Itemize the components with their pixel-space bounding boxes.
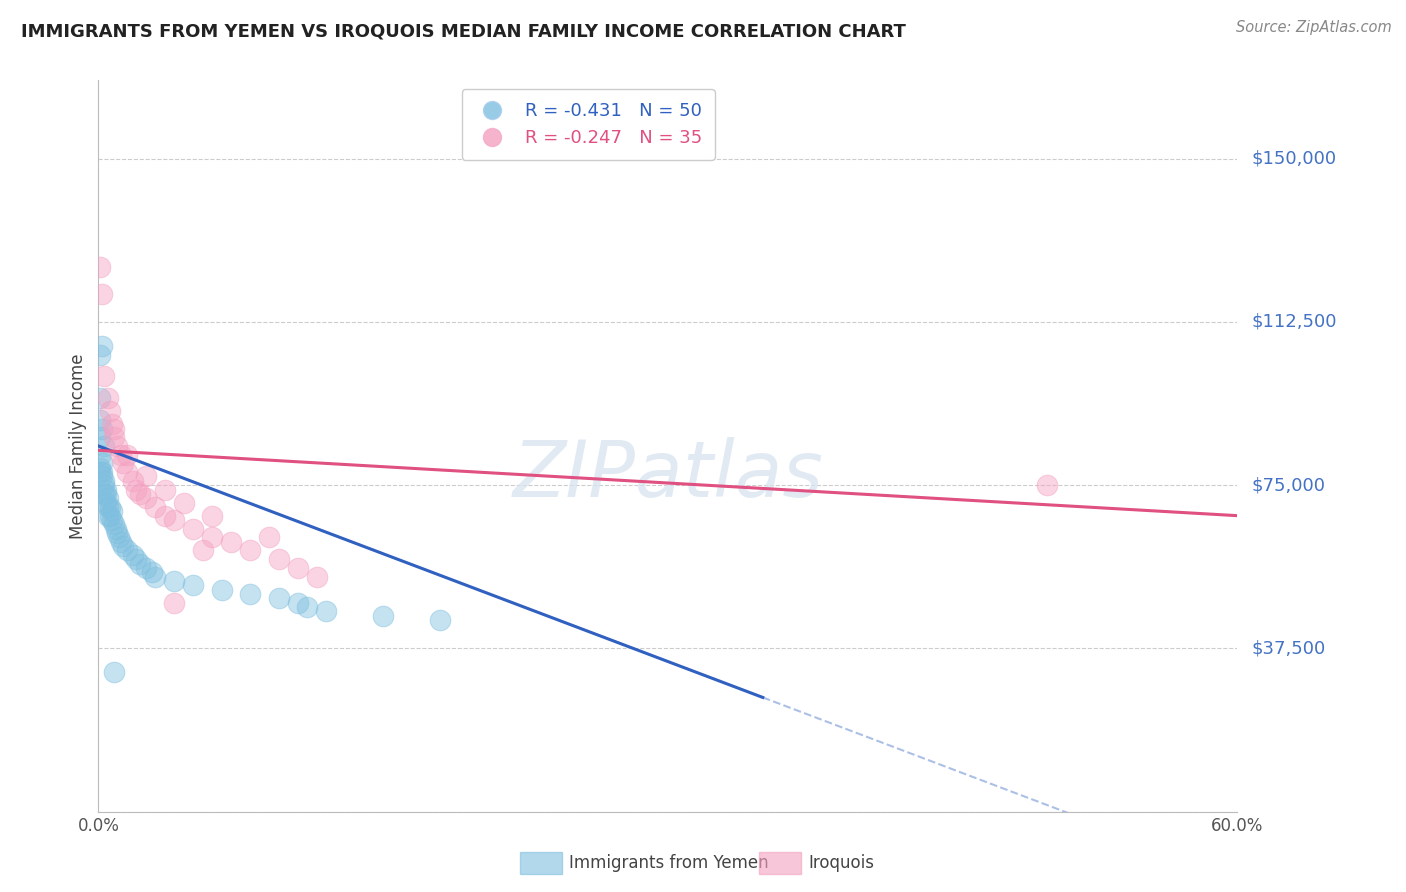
Point [98, 404, 121, 418]
Point [191, 543, 214, 558]
Point [89, 391, 111, 405]
Point [287, 561, 309, 575]
Point [91, 469, 114, 483]
Point [163, 513, 186, 527]
Point [97, 391, 120, 405]
Point [104, 522, 127, 536]
Point [129, 487, 152, 501]
Point [267, 591, 290, 606]
Text: IMMIGRANTS FROM YEMEN VS IROQUOIS MEDIAN FAMILY INCOME CORRELATION CHART: IMMIGRANTS FROM YEMEN VS IROQUOIS MEDIAN… [21, 22, 905, 40]
Point [135, 561, 157, 575]
Point [89, 465, 111, 479]
Point [125, 483, 148, 497]
Text: $112,500: $112,500 [1251, 313, 1337, 331]
Point [429, 613, 451, 627]
Point [94, 483, 117, 497]
Point [201, 530, 224, 544]
Point [129, 557, 152, 571]
Point [103, 430, 125, 444]
Point [107, 439, 129, 453]
Point [305, 569, 328, 583]
Point [89, 430, 111, 444]
Point [112, 539, 135, 553]
Point [173, 495, 195, 509]
Text: Iroquois: Iroquois [808, 854, 875, 872]
Y-axis label: Median Family Income: Median Family Income [69, 353, 87, 539]
Point [97, 508, 120, 523]
Point [93, 478, 115, 492]
Point [89, 460, 111, 475]
Point [121, 548, 143, 562]
Point [153, 483, 176, 497]
Point [287, 596, 309, 610]
Text: $75,000: $75,000 [1251, 476, 1326, 494]
Point [91, 457, 114, 471]
Point [201, 508, 224, 523]
Point [93, 439, 115, 453]
Point [315, 604, 337, 618]
Point [267, 552, 290, 566]
Point [98, 508, 121, 523]
Point [259, 530, 281, 544]
Point [91, 421, 114, 435]
Point [115, 448, 138, 462]
Point [103, 421, 125, 435]
Legend: R = -0.431   N = 50, R = -0.247   N = 35: R = -0.431 N = 50, R = -0.247 N = 35 [461, 89, 714, 160]
Point [93, 487, 115, 501]
Point [89, 448, 111, 462]
Point [239, 543, 262, 558]
Point [135, 491, 157, 506]
Point [89, 413, 111, 427]
Point [94, 487, 117, 501]
Point [135, 469, 157, 483]
Point [93, 369, 115, 384]
Point [93, 474, 115, 488]
Point [125, 552, 148, 566]
Text: Immigrants from Yemen: Immigrants from Yemen [569, 854, 769, 872]
Text: $150,000: $150,000 [1251, 150, 1336, 168]
Point [1036, 478, 1059, 492]
Point [115, 465, 138, 479]
Point [183, 578, 205, 592]
Point [100, 417, 122, 432]
Point [100, 504, 122, 518]
Point [91, 286, 114, 301]
Point [91, 465, 114, 479]
Point [100, 513, 122, 527]
Point [94, 495, 117, 509]
Point [221, 534, 243, 549]
Point [97, 500, 120, 514]
Point [211, 582, 233, 597]
Point [89, 260, 111, 275]
Point [98, 500, 121, 514]
Point [163, 596, 186, 610]
Point [163, 574, 186, 588]
Point [107, 526, 129, 541]
Text: Source: ZipAtlas.com: Source: ZipAtlas.com [1236, 20, 1392, 35]
Point [110, 448, 132, 462]
Point [145, 500, 167, 514]
Point [112, 457, 135, 471]
Point [141, 566, 163, 580]
Point [371, 608, 394, 623]
Point [153, 508, 176, 523]
Point [121, 474, 143, 488]
Point [239, 587, 262, 601]
Point [297, 600, 319, 615]
Text: $37,500: $37,500 [1251, 640, 1326, 657]
Point [108, 530, 131, 544]
Point [103, 517, 125, 532]
Point [91, 339, 114, 353]
Point [103, 665, 125, 680]
Point [115, 543, 138, 558]
Point [89, 348, 111, 362]
Text: ZIPatlas: ZIPatlas [512, 437, 824, 513]
Point [183, 522, 205, 536]
Point [97, 491, 120, 506]
Point [145, 569, 167, 583]
Point [110, 534, 132, 549]
